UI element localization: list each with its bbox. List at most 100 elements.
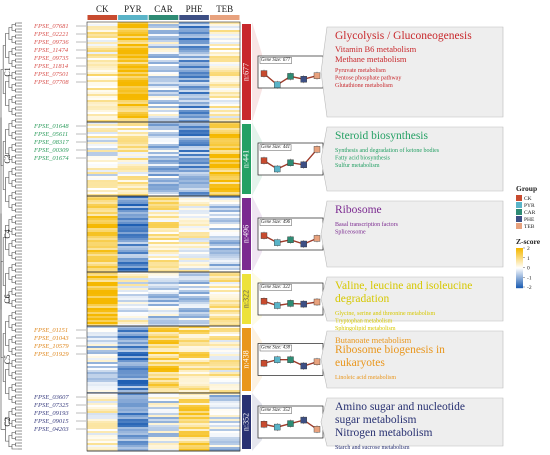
- heatmap-cell: [148, 417, 180, 420]
- dendrogram-branch: [8, 243, 12, 256]
- pathway-label: Basal transcription factors: [335, 221, 399, 228]
- dendrogram-branch: [11, 228, 16, 235]
- heatmap-cell: [87, 336, 118, 339]
- heatmap-cell: [209, 136, 241, 139]
- heatmap-cell: [209, 437, 241, 440]
- heatmap-cell: [117, 340, 149, 343]
- heatmap-cell: [117, 445, 149, 448]
- dendrogram-branch: [0, 261, 4, 358]
- heatmap-cell: [148, 154, 180, 157]
- heatmap-cell: [178, 178, 210, 181]
- heatmap-cell: [148, 126, 180, 129]
- heatmap-cell: [209, 108, 241, 111]
- heatmap-cell: [209, 188, 241, 191]
- heatmap-cell: [148, 56, 180, 59]
- heatmap-cell: [209, 407, 241, 410]
- heatmap-cell: [178, 216, 210, 219]
- heatmap-cell: [117, 354, 149, 357]
- pathway-label: eukaryotes: [335, 357, 385, 369]
- heatmap-cell: [87, 236, 118, 239]
- heatmap-cell: [87, 252, 118, 255]
- heatmap-cell: [87, 86, 118, 89]
- heatmap-cell: [117, 40, 149, 43]
- heatmap-cell: [209, 342, 241, 345]
- dendrogram-branch: [5, 33, 9, 58]
- heatmap-cell: [209, 80, 241, 83]
- dendrogram-branch: [15, 214, 18, 219]
- heatmap-cell: [178, 98, 210, 101]
- heatmap-cell: [178, 395, 210, 398]
- heatmap-cell: [87, 58, 118, 61]
- gene-size-box: [259, 344, 292, 352]
- heatmap-cell: [148, 427, 180, 430]
- heatmap-cell: [117, 76, 149, 79]
- gene-label: FPSE_11474: [33, 47, 69, 54]
- gene-label: FPSE_09736: [33, 39, 69, 46]
- heatmap-cell: [148, 66, 180, 69]
- trend-point: [313, 72, 321, 79]
- heatmap-cell: [87, 382, 118, 385]
- heatmap-cell: [117, 154, 149, 157]
- heatmap-cell: [148, 290, 180, 293]
- heatmap-cell: [178, 94, 210, 97]
- heatmap-cell: [148, 316, 180, 319]
- legend-group-label-teb: TEB: [524, 224, 535, 230]
- heatmap-cell: [209, 262, 241, 265]
- heatmap-cell: [178, 108, 210, 111]
- heatmap-cell: [87, 415, 118, 418]
- heatmap-cell: [209, 324, 241, 327]
- dendrogram-branch: [15, 412, 18, 417]
- heatmap-cell: [87, 294, 118, 297]
- heatmap-cell: [117, 144, 149, 147]
- dendrogram-branch: [15, 100, 18, 105]
- dendrogram-branch: [15, 58, 18, 63]
- heatmap-cell: [178, 102, 210, 105]
- heatmap-cell: [178, 112, 210, 115]
- heatmap-cell: [87, 393, 118, 396]
- gene-size-label: Gene Size: 352: [261, 408, 291, 413]
- pathway-label: Steroid biosynthesis: [335, 130, 428, 142]
- heatmap-cell: [117, 132, 149, 135]
- dendrogram-branch: [15, 334, 18, 339]
- heatmap-cell: [117, 437, 149, 440]
- heatmap-cell: [87, 224, 118, 227]
- heatmap-cell: [209, 364, 241, 367]
- heatmap-cell: [117, 240, 149, 243]
- heatmap-cell: [87, 216, 118, 219]
- heatmap-cell: [148, 98, 180, 101]
- heatmap-cell: [148, 212, 180, 215]
- column-color-bar: [209, 15, 240, 20]
- heatmap-cell: [87, 108, 118, 111]
- heatmap-cell: [148, 218, 180, 221]
- heatmap-cell: [117, 234, 149, 237]
- heatmap-cell: [117, 230, 149, 233]
- heatmap-cell: [87, 405, 118, 408]
- heatmap-cell: [148, 334, 180, 337]
- heatmap-cell: [148, 298, 180, 301]
- heatmap-cell: [178, 114, 210, 117]
- heatmap-cell: [178, 382, 210, 385]
- dendrogram-branch: [15, 178, 18, 183]
- dendrogram-branch: [15, 160, 18, 165]
- heatmap-cell: [148, 180, 180, 183]
- heatmap-cell: [117, 417, 149, 420]
- heatmap-cell: [209, 354, 241, 357]
- heatmap-cell: [87, 443, 118, 446]
- heatmap-cell: [87, 50, 118, 53]
- heatmap-cell: [178, 160, 210, 163]
- heatmap-cell: [148, 304, 180, 307]
- heatmap-cell: [178, 344, 210, 347]
- heatmap-cell: [87, 244, 118, 247]
- heatmap-cell: [209, 194, 241, 197]
- heatmap-cell: [178, 254, 210, 257]
- dendrogram-branch: [11, 204, 16, 211]
- heatmap-cell: [148, 178, 180, 181]
- heatmap-cell: [87, 399, 118, 402]
- dendrogram-branch: [15, 88, 18, 93]
- heatmap-cell: [209, 234, 241, 237]
- heatmap-cell: [209, 212, 241, 215]
- heatmap-cell: [148, 399, 180, 402]
- heatmap-cell: [148, 46, 180, 49]
- dendrogram-branch: [15, 70, 18, 75]
- heatmap-cell: [209, 302, 241, 305]
